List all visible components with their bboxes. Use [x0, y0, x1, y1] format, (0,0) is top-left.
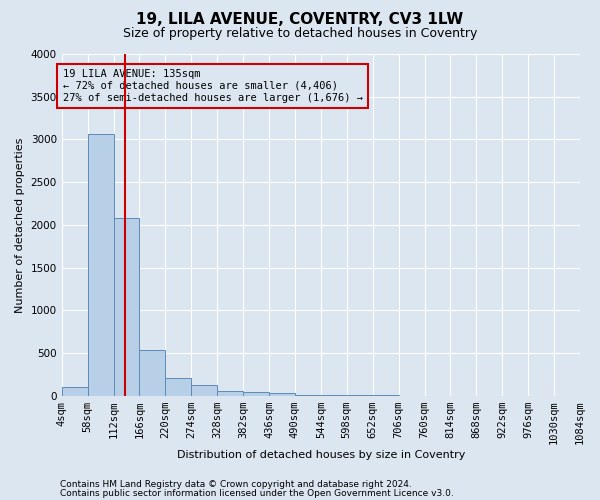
Text: Size of property relative to detached houses in Coventry: Size of property relative to detached ho…: [123, 28, 477, 40]
X-axis label: Distribution of detached houses by size in Coventry: Distribution of detached houses by size …: [176, 450, 465, 460]
Bar: [166, 378, 191, 396]
Bar: [243, 392, 269, 396]
Bar: [269, 394, 295, 396]
Bar: [62, 388, 88, 396]
Y-axis label: Number of detached properties: Number of detached properties: [15, 137, 25, 312]
Text: Contains public sector information licensed under the Open Government Licence v3: Contains public sector information licen…: [60, 489, 454, 498]
Text: 19 LILA AVENUE: 135sqm
← 72% of detached houses are smaller (4,406)
27% of semi-: 19 LILA AVENUE: 135sqm ← 72% of detached…: [62, 70, 362, 102]
Text: 19, LILA AVENUE, COVENTRY, CV3 1LW: 19, LILA AVENUE, COVENTRY, CV3 1LW: [136, 12, 464, 28]
Bar: [113, 218, 139, 396]
Bar: [139, 350, 166, 396]
Text: Contains HM Land Registry data © Crown copyright and database right 2024.: Contains HM Land Registry data © Crown c…: [60, 480, 412, 489]
Bar: [295, 395, 321, 396]
Bar: [217, 390, 243, 396]
Bar: [191, 384, 217, 396]
Bar: [88, 134, 113, 396]
